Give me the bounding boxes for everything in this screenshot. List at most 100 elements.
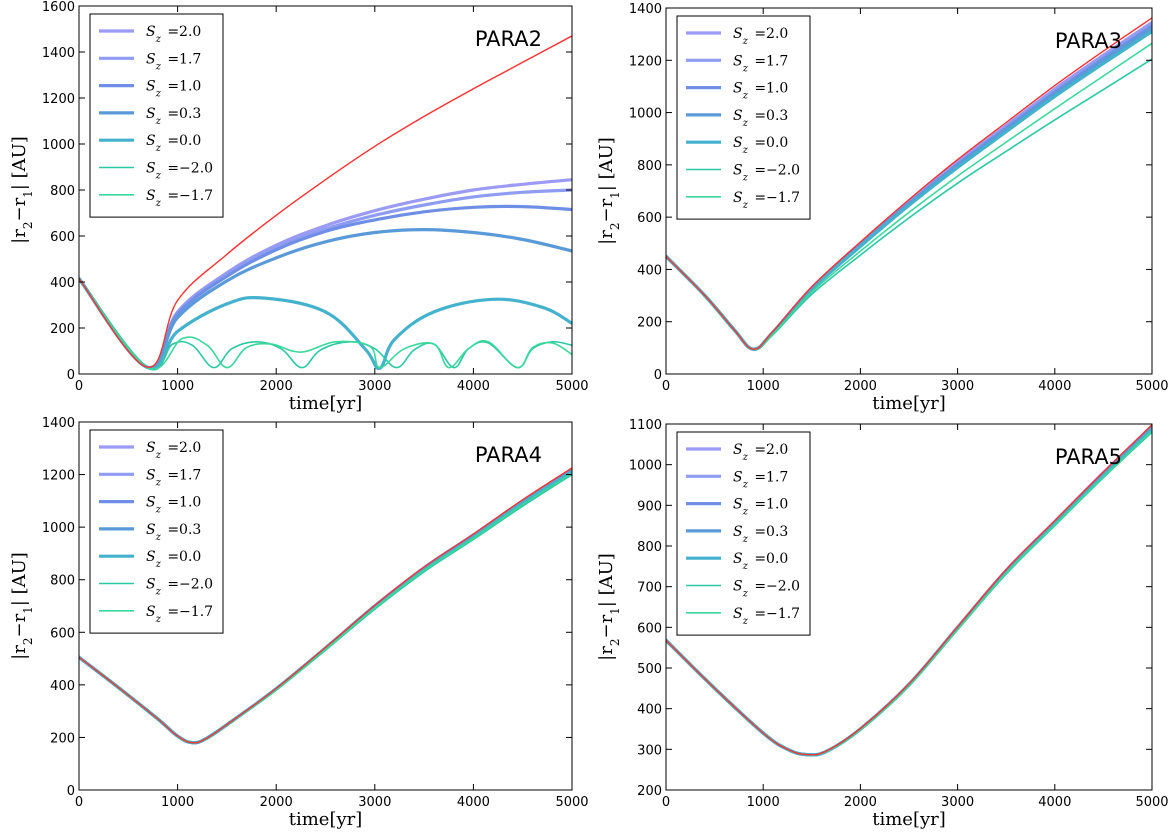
- y-tick-label: 1200: [42, 92, 75, 107]
- plot-frame: [665, 423, 1153, 791]
- panel-4: 0 1000 2000 3000 4000 5000 200 300 400 500 600 700 8…: [596, 418, 1169, 830]
- y-tick-label: 200: [637, 316, 662, 331]
- x-tick-label: 1000: [161, 379, 194, 394]
- x-tick-label: 0: [75, 379, 83, 394]
- legend-entry: Sz =0.0: [146, 133, 201, 154]
- x-tick-label: 1000: [747, 795, 780, 810]
- series-line-reference: [666, 424, 1152, 756]
- y-tick-label: 1400: [629, 2, 662, 17]
- series-line-4: [79, 228, 572, 370]
- y-tick-label: 200: [50, 731, 75, 746]
- legend-box: [89, 13, 224, 218]
- x-tick-label: 3000: [941, 795, 974, 810]
- legend-entry: Sz =1.0: [146, 79, 201, 100]
- y-tick-label: 400: [50, 679, 75, 694]
- y-tick-label: 400: [50, 276, 75, 291]
- legend: Sz =2.0 Sz =1.7 Sz =1.0 Sz =0.3 Sz =0.0 Sz =−…: [676, 15, 811, 220]
- y-axis-label: |r2−r1| [AU]: [596, 553, 622, 661]
- legend-entry: Sz =−1.7: [146, 188, 213, 209]
- x-tick-label: 2000: [844, 795, 877, 810]
- series-line-6: [79, 277, 572, 371]
- plot-frame: [78, 421, 573, 791]
- legend-entry: Sz =0.0: [733, 135, 788, 156]
- series-line-reference: [79, 467, 572, 744]
- legend-entry: Sz =2.0: [146, 24, 201, 45]
- x-axis-label: time[yr]: [872, 393, 946, 414]
- x-tick-label: 3000: [358, 795, 391, 810]
- legend-entry: Sz =0.3: [733, 108, 788, 128]
- y-tick-label: 600: [50, 626, 75, 641]
- y-tick-label: 600: [50, 230, 75, 245]
- series-group: [79, 35, 572, 371]
- y-axis-label: |r2−r1| [AU]: [9, 552, 35, 660]
- y-tick-label: 0: [654, 368, 662, 383]
- x-tick-label: 0: [662, 795, 670, 810]
- legend: Sz =2.0 Sz =1.7 Sz =1.0 Sz =0.3 Sz =0.0 Sz =−…: [89, 13, 224, 218]
- y-tick-label: 200: [637, 784, 662, 799]
- y-tick-label: 500: [637, 662, 662, 677]
- legend-entry: Sz =−1.7: [733, 606, 800, 627]
- x-tick-label: 4000: [457, 795, 490, 810]
- y-axis-label: |r2−r1| [AU]: [9, 136, 35, 244]
- legend-entry: Sz =1.7: [146, 51, 201, 72]
- x-tick-label: 0: [75, 795, 83, 810]
- x-tick-label: 5000: [1135, 795, 1168, 810]
- x-tick-label: 3000: [358, 379, 391, 394]
- legend-entry: Sz =1.0: [733, 497, 788, 517]
- legend-box: [676, 15, 811, 220]
- y-tick-label: 600: [637, 621, 662, 636]
- legend-entry: Sz =2.0: [733, 26, 788, 47]
- y-tick-label: 1000: [42, 521, 75, 536]
- series-line-reference: [79, 35, 572, 368]
- legend-box: [676, 431, 811, 636]
- x-tick-label: 4000: [457, 379, 490, 394]
- y-tick-label: 400: [637, 263, 662, 278]
- y-tick-label: 1200: [42, 469, 75, 484]
- legend-entry: Sz =−2.0: [146, 577, 213, 598]
- panel-3: 0 1000 2000 3000 4000 5000 0 200 400 600 800 1000 12…: [9, 416, 589, 830]
- legend-entry: Sz =1.0: [146, 495, 201, 515]
- legend-box: [89, 429, 224, 634]
- legend: Sz =2.0 Sz =1.7 Sz =1.0 Sz =0.3 Sz =0.0 Sz =−…: [89, 429, 224, 634]
- legend-entry: Sz =−2.0: [146, 161, 213, 182]
- y-tick-label: 300: [637, 743, 662, 758]
- y-tick-label: 1000: [629, 459, 662, 474]
- legend-entry: Sz =−1.7: [146, 604, 213, 625]
- y-tick-label: 1400: [42, 416, 75, 431]
- x-tick-label: 4000: [1038, 379, 1071, 394]
- panel-1: 0 1000 2000 3000 4000 5000 0 200 400 600 800 1000 12…: [9, 0, 589, 414]
- x-tick-label: 2000: [260, 379, 293, 394]
- panel-title: PARA2: [475, 27, 542, 51]
- y-tick-label: 1000: [629, 107, 662, 122]
- legend-entry: Sz =−2.0: [733, 579, 800, 600]
- legend-entry: Sz =1.7: [146, 467, 201, 488]
- x-tick-label: 3000: [941, 379, 974, 394]
- legend-entry: Sz =2.0: [733, 442, 788, 463]
- x-tick-label: 2000: [260, 795, 293, 810]
- x-tick-label: 1000: [747, 379, 780, 394]
- panel-title: PARA3: [1055, 29, 1122, 53]
- y-tick-label: 900: [637, 499, 662, 514]
- x-tick-label: 1000: [161, 795, 194, 810]
- x-axis-label: time[yr]: [872, 809, 946, 830]
- y-tick-label: 600: [637, 211, 662, 226]
- legend-entry: Sz =2.0: [146, 440, 201, 461]
- y-tick-label: 200: [50, 322, 75, 337]
- y-tick-label: 1100: [629, 418, 662, 433]
- y-tick-label: 400: [637, 703, 662, 718]
- y-axis-label: |r2−r1| [AU]: [596, 137, 622, 245]
- legend-entry: Sz =0.0: [146, 549, 201, 570]
- plot-frame: [665, 7, 1153, 375]
- legend-entry: Sz =0.3: [146, 106, 201, 127]
- x-tick-label: 0: [662, 379, 670, 394]
- x-tick-label: 5000: [1135, 379, 1168, 394]
- legend-entry: Sz =0.3: [733, 524, 788, 545]
- y-tick-label: 700: [637, 581, 662, 596]
- x-tick-label: 2000: [844, 379, 877, 394]
- legend-entry: Sz =−2.0: [733, 163, 800, 184]
- legend-entry: Sz =1.0: [733, 81, 788, 102]
- y-tick-label: 800: [637, 540, 662, 555]
- legend-entry: Sz =−1.7: [733, 190, 800, 211]
- legend-entry: Sz =1.7: [733, 53, 788, 74]
